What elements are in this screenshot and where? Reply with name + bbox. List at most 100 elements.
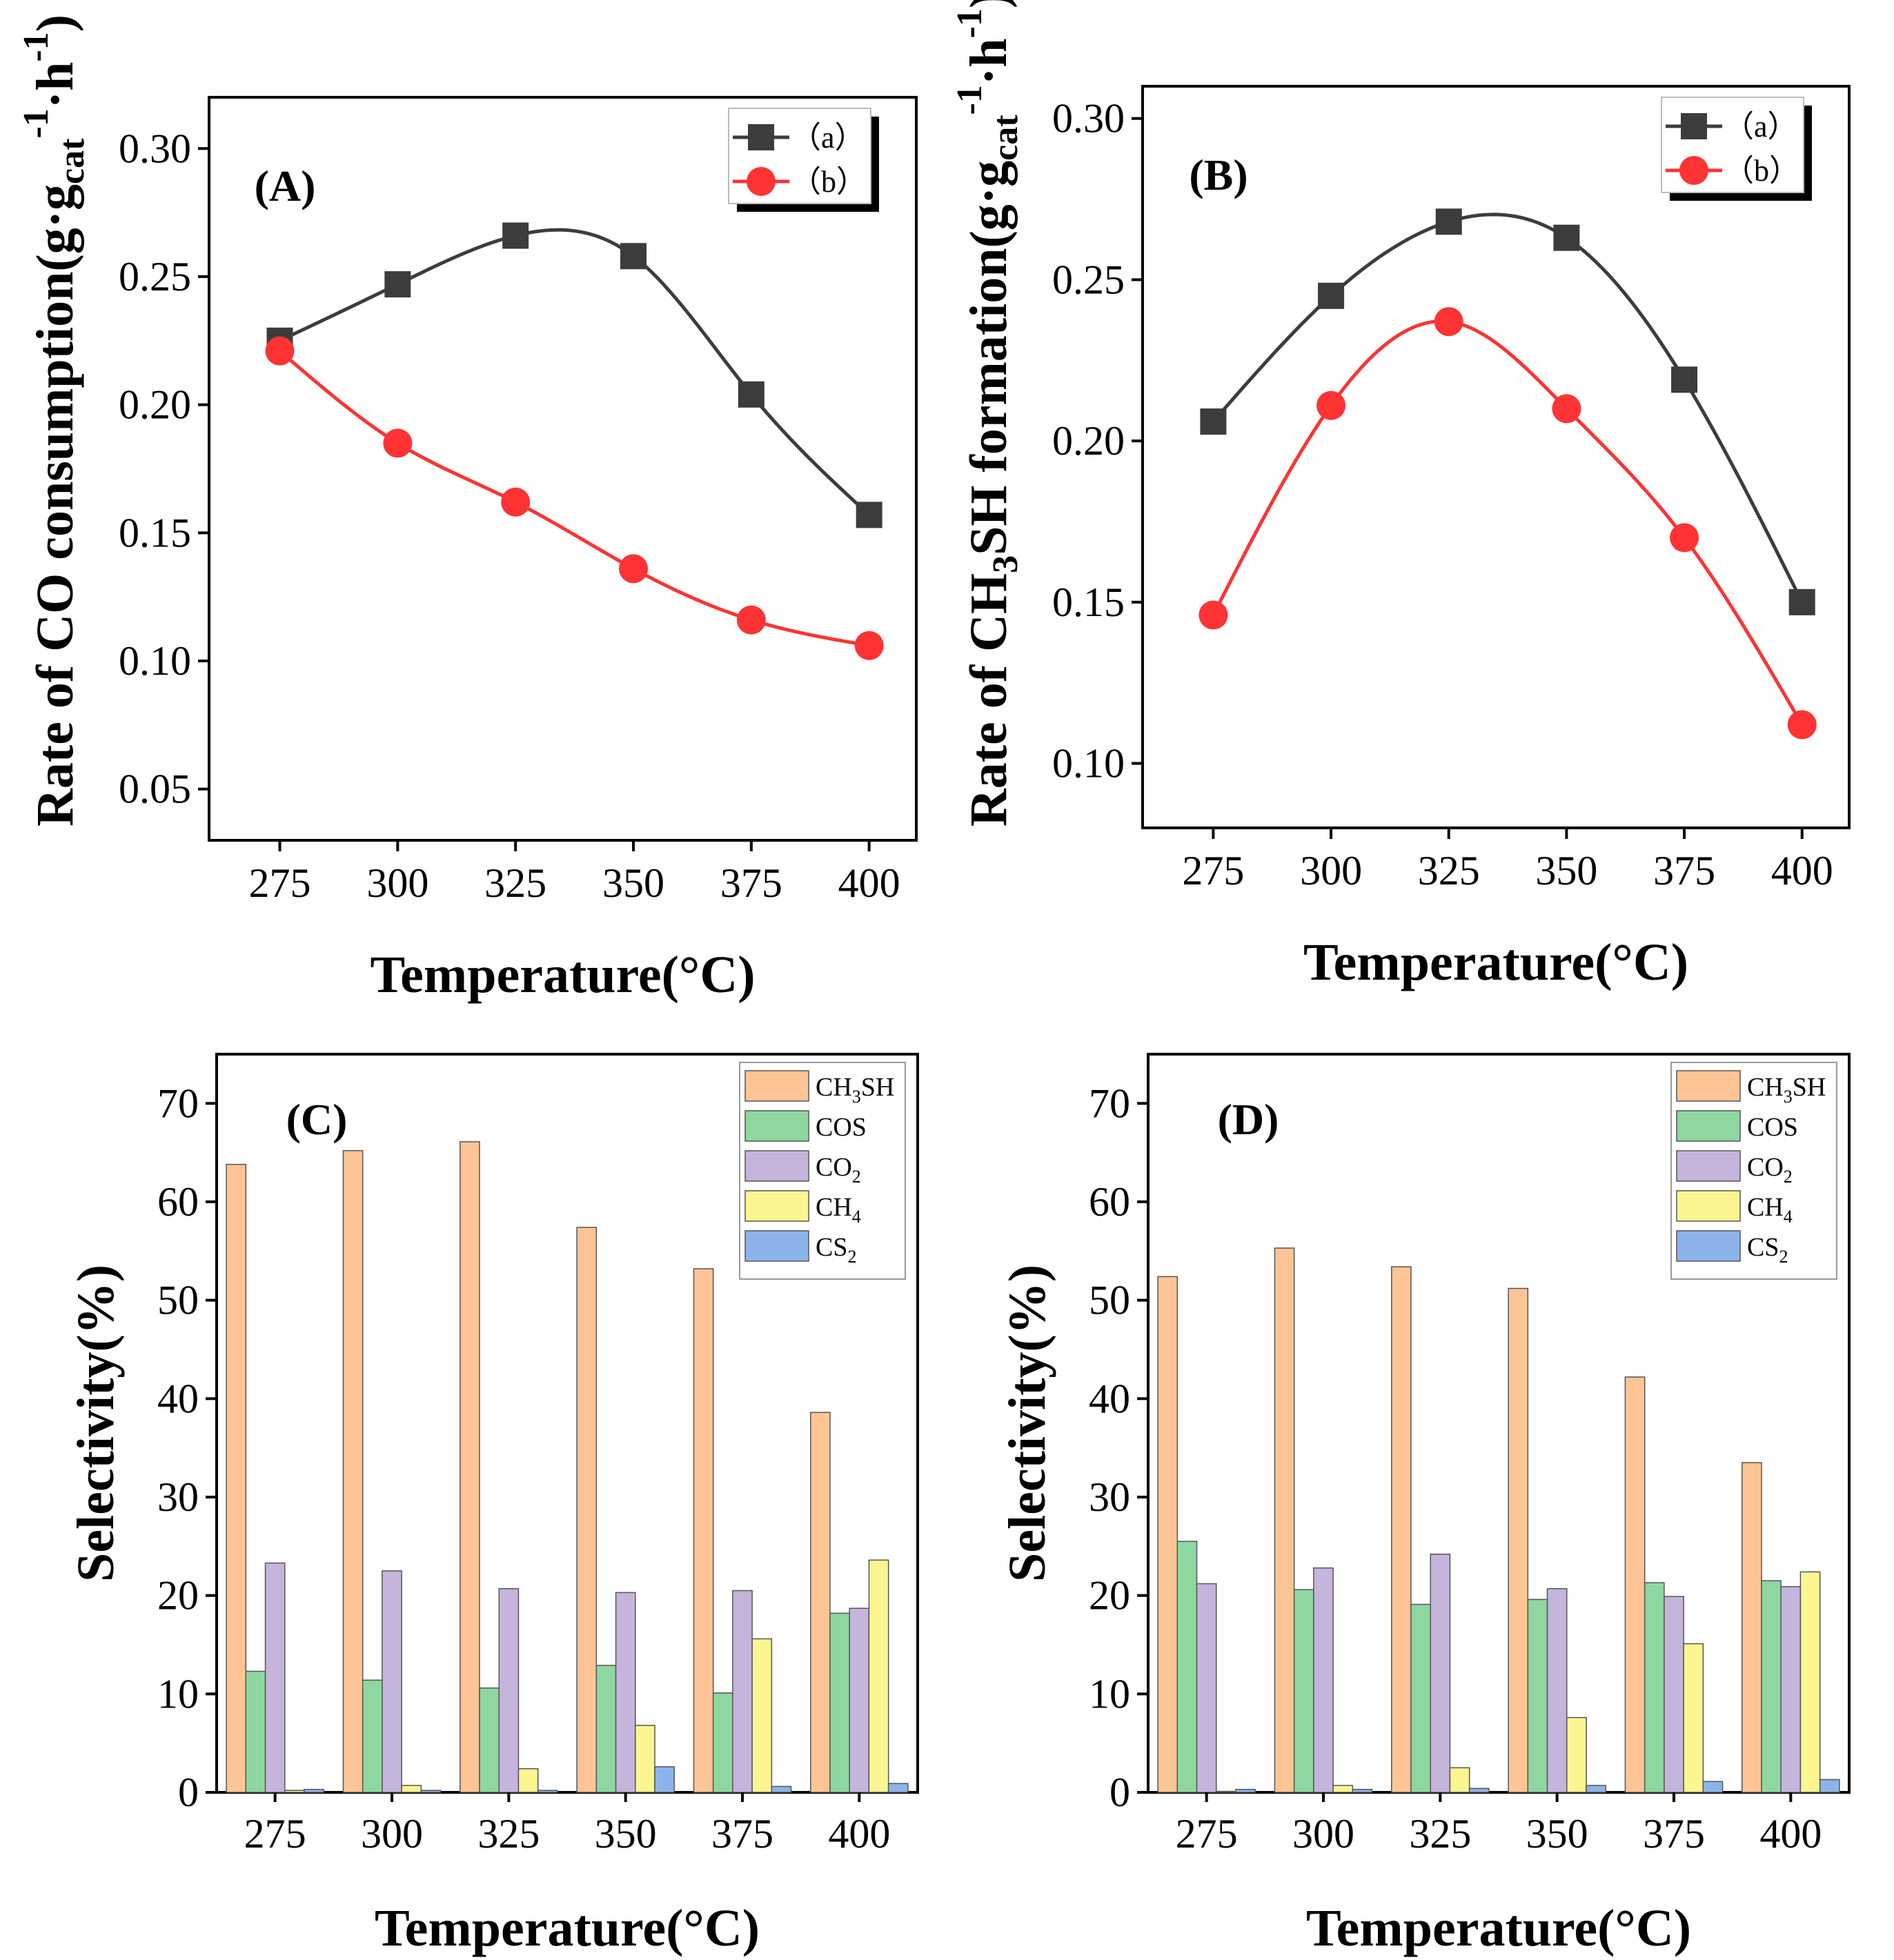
data-point-square xyxy=(856,502,882,528)
x-tick-label: 375 xyxy=(720,860,782,906)
x-tick-label: 300 xyxy=(366,860,428,906)
legend-label: CS2 xyxy=(816,1233,856,1267)
bar-co2 xyxy=(615,1592,636,1793)
bar-ch3sh xyxy=(576,1227,598,1793)
y-tick-label: 20 xyxy=(1089,1573,1130,1619)
bar-co2 xyxy=(382,1570,402,1793)
x-tick-label: 300 xyxy=(1292,1811,1354,1857)
y-tick-label: 0.30 xyxy=(1052,96,1125,141)
series-line-b xyxy=(1212,319,1804,726)
x-tick-label: 275 xyxy=(1176,1811,1238,1857)
data-point-square xyxy=(620,243,647,270)
panel-label: (D) xyxy=(1218,1095,1279,1144)
x-tick-label: 275 xyxy=(249,860,311,906)
bar-co2 xyxy=(732,1590,753,1793)
x-tick-label: 325 xyxy=(1409,1811,1471,1857)
x-tick-label: 300 xyxy=(1300,848,1362,893)
y-tick-label: 50 xyxy=(1089,1278,1130,1323)
bar-co2 xyxy=(849,1607,870,1793)
bar-cs2 xyxy=(1352,1788,1373,1793)
data-point-circle xyxy=(854,631,884,660)
legend-swatch xyxy=(1676,1110,1741,1142)
bar-ch3sh xyxy=(1508,1287,1529,1793)
y-tick-label: 10 xyxy=(157,1671,199,1716)
y-tick-label: 60 xyxy=(157,1179,199,1225)
panel-label: (B) xyxy=(1189,150,1247,199)
bar-cs2 xyxy=(1702,1781,1724,1793)
legend-label-main: CH xyxy=(816,1193,852,1222)
y-title-text: ·h xyxy=(26,62,84,109)
y-title-text: ) xyxy=(26,14,84,32)
data-point-circle xyxy=(1552,394,1581,424)
data-point-square xyxy=(502,222,529,249)
bar-cs2 xyxy=(537,1790,558,1793)
x-tick-label: 300 xyxy=(361,1811,423,1857)
series-line-a xyxy=(1212,212,1804,603)
legend-label-main: COS xyxy=(1747,1113,1798,1142)
series-line-a xyxy=(279,228,871,517)
bar-ch4 xyxy=(1683,1643,1704,1793)
bar-cs2 xyxy=(887,1783,909,1793)
data-point-square xyxy=(1435,208,1462,235)
bar-ch3sh xyxy=(226,1164,247,1793)
panel-label: (C) xyxy=(286,1095,348,1144)
data-point-circle xyxy=(1787,710,1817,740)
bar-ch3sh xyxy=(460,1141,480,1793)
bar-ch4 xyxy=(401,1785,422,1793)
legend-marker-square xyxy=(1681,113,1707,139)
legend-label-main: CO xyxy=(816,1153,852,1182)
plot-frame xyxy=(215,1053,919,1794)
legend-label-subscript: 2 xyxy=(852,1167,861,1187)
x-tick-label: 400 xyxy=(1771,848,1833,893)
bar-cos xyxy=(1293,1589,1314,1793)
legend-label-main: COS xyxy=(816,1113,867,1142)
y-title-text: Rate of CO consumption(g·g xyxy=(26,184,84,826)
data-point-circle xyxy=(1198,600,1228,630)
data-point-circle xyxy=(501,487,531,517)
y-title-subscript: cat xyxy=(52,138,92,184)
data-point-circle xyxy=(1434,307,1463,337)
bar-cos xyxy=(1644,1582,1665,1793)
legend-marker-square xyxy=(748,124,774,150)
y-tick-label: 40 xyxy=(157,1376,199,1421)
data-point-square xyxy=(1318,282,1345,309)
data-point-circle xyxy=(1670,523,1699,553)
bar-ch4 xyxy=(517,1768,539,1793)
y-title-superscript: -1 xyxy=(17,32,56,61)
legend-label: CH4 xyxy=(816,1193,861,1227)
bar-cos xyxy=(1410,1603,1431,1793)
bar-ch3sh xyxy=(1274,1247,1295,1793)
x-tick-label: 400 xyxy=(828,1811,890,1857)
legend-swatch xyxy=(1676,1190,1741,1222)
bar-cos xyxy=(479,1687,500,1793)
bar-ch4 xyxy=(635,1725,655,1793)
legend-label: CH3SH xyxy=(1747,1073,1826,1107)
y-tick-label: 0.15 xyxy=(119,510,191,555)
bar-cos xyxy=(1176,1541,1198,1793)
bar-co2 xyxy=(264,1562,286,1793)
legend-label-subscript: 4 xyxy=(852,1207,861,1227)
data-point-square xyxy=(1553,224,1580,251)
bar-ch3sh xyxy=(342,1150,364,1793)
x-tick-label: 375 xyxy=(1643,1811,1705,1857)
y-title-subscript: 3 xyxy=(986,555,1025,573)
bar-cos xyxy=(1761,1580,1782,1793)
legend-label-tail: SH xyxy=(1793,1073,1826,1102)
y-tick-label: 0.10 xyxy=(1052,741,1125,786)
x-tick-label: 375 xyxy=(711,1811,773,1857)
legend-label: CH4 xyxy=(1747,1193,1793,1227)
legend-marker-circle xyxy=(747,167,776,196)
y-title-superscript: -1 xyxy=(950,85,989,115)
legend-swatch xyxy=(1676,1230,1741,1262)
legend-marker-circle xyxy=(1679,156,1708,185)
y-title-text: SH formation(g·g xyxy=(960,161,1018,555)
bar-ch3sh xyxy=(1391,1266,1412,1793)
legend-swatch xyxy=(1676,1070,1741,1102)
bar-ch4 xyxy=(1332,1785,1354,1793)
legend-swatch xyxy=(744,1190,809,1222)
bar-ch4 xyxy=(1449,1767,1470,1793)
y-axis-title: Selectivity(%) xyxy=(67,1265,125,1582)
bar-co2 xyxy=(1664,1596,1684,1793)
bar-co2 xyxy=(1313,1567,1334,1793)
